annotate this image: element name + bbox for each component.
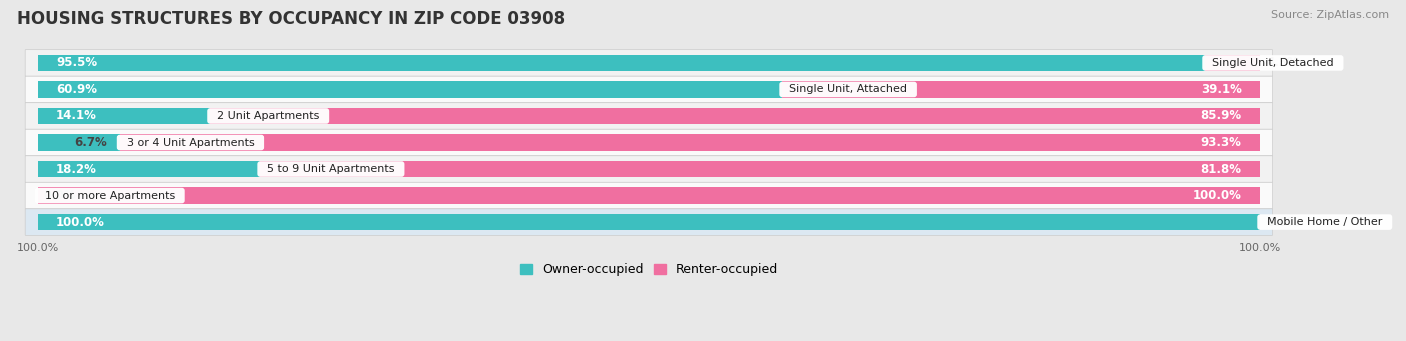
Text: 85.9%: 85.9% [1201, 109, 1241, 122]
Text: 60.9%: 60.9% [56, 83, 97, 96]
Bar [38, 187, 1260, 204]
Text: 6.7%: 6.7% [75, 136, 107, 149]
Text: Single Unit, Detached: Single Unit, Detached [1205, 58, 1341, 68]
FancyBboxPatch shape [25, 76, 1272, 103]
FancyBboxPatch shape [25, 156, 1272, 182]
Text: 14.1%: 14.1% [56, 109, 97, 122]
Bar [1205, 55, 1260, 71]
Text: 100.0%: 100.0% [1192, 189, 1241, 202]
Text: 81.8%: 81.8% [1201, 163, 1241, 176]
Bar [782, 81, 1260, 98]
Text: 100.0%: 100.0% [56, 216, 105, 228]
Legend: Owner-occupied, Renter-occupied: Owner-occupied, Renter-occupied [515, 258, 783, 281]
FancyBboxPatch shape [25, 50, 1272, 76]
Text: Source: ZipAtlas.com: Source: ZipAtlas.com [1271, 10, 1389, 20]
Bar [38, 55, 1205, 71]
FancyBboxPatch shape [25, 129, 1272, 156]
Text: 0.0%: 0.0% [44, 189, 76, 202]
Text: 5 to 9 Unit Apartments: 5 to 9 Unit Apartments [260, 164, 402, 174]
Text: HOUSING STRUCTURES BY OCCUPANCY IN ZIP CODE 03908: HOUSING STRUCTURES BY OCCUPANCY IN ZIP C… [17, 10, 565, 28]
Text: 3 or 4 Unit Apartments: 3 or 4 Unit Apartments [120, 137, 262, 148]
Text: 10 or more Apartments: 10 or more Apartments [38, 191, 181, 201]
Text: 4.5%: 4.5% [1267, 56, 1299, 70]
Text: Mobile Home / Other: Mobile Home / Other [1260, 217, 1389, 227]
Bar [38, 134, 120, 151]
Bar [38, 81, 782, 98]
Text: Single Unit, Attached: Single Unit, Attached [782, 85, 914, 94]
Text: 95.5%: 95.5% [56, 56, 97, 70]
FancyBboxPatch shape [25, 182, 1272, 209]
Bar [260, 161, 1260, 177]
Text: 0.0%: 0.0% [1267, 216, 1299, 228]
Text: 39.1%: 39.1% [1201, 83, 1241, 96]
Bar [38, 214, 1260, 230]
FancyBboxPatch shape [25, 209, 1272, 235]
Bar [120, 134, 1260, 151]
Text: 2 Unit Apartments: 2 Unit Apartments [209, 111, 326, 121]
Text: 18.2%: 18.2% [56, 163, 97, 176]
Text: 93.3%: 93.3% [1201, 136, 1241, 149]
FancyBboxPatch shape [25, 103, 1272, 129]
Bar [38, 161, 260, 177]
Bar [209, 108, 1260, 124]
Bar [38, 108, 209, 124]
